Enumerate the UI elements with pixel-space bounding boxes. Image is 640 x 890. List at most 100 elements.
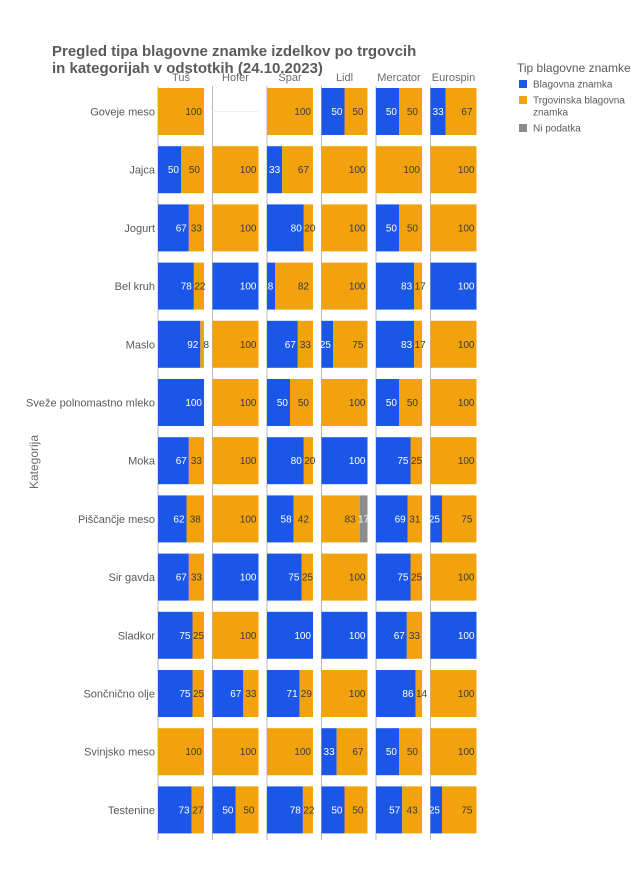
bar-segment-blagovna [158, 786, 192, 834]
data-label: 20 [304, 223, 316, 234]
data-label: 50 [331, 805, 343, 816]
category-label: Jogurt [124, 223, 155, 235]
bar-segment-blagovna [158, 670, 193, 717]
bar-segment-blagovna [376, 88, 399, 135]
data-label: 20 [304, 456, 316, 467]
bar-segment-trgovinska [321, 146, 368, 194]
bar-segment-trgovinska [235, 786, 259, 834]
bar-segment-blagovna [430, 786, 442, 834]
bar-segment-blagovna [158, 204, 189, 252]
data-label: 67 [394, 631, 406, 642]
data-label: 18 [262, 282, 274, 293]
data-label: 67 [230, 689, 242, 700]
bar-segment-blagovna [376, 786, 403, 834]
bar-segment-blagovna [321, 88, 345, 135]
bar-segment-trgovinska [430, 553, 477, 601]
bar-segment-blagovna [267, 495, 294, 543]
data-label: 100 [185, 747, 202, 758]
data-label: 100 [349, 398, 366, 409]
data-label: 50 [352, 107, 364, 118]
data-label: 33 [300, 340, 312, 351]
category-label: Maslo [126, 339, 155, 351]
bar-segment-trgovinska [399, 728, 422, 776]
bar-segment-trgovinska [430, 728, 477, 776]
data-label: 83 [401, 282, 413, 293]
legend-entry-label: Blagovna znamka [533, 80, 613, 91]
data-label: 50 [407, 747, 419, 758]
data-label: 100 [458, 456, 475, 467]
bar-segment-blagovna [158, 320, 201, 368]
data-label: 100 [349, 223, 366, 234]
bar-segment-trgovinska [430, 670, 477, 717]
bar-segment-trgovinska [376, 146, 422, 194]
category-label: Jajca [129, 165, 156, 177]
data-label: 75 [288, 573, 300, 584]
data-label: 100 [240, 223, 257, 234]
data-label: 17 [415, 282, 427, 293]
legend-entry-label: Ni podatka [533, 124, 581, 135]
data-label: 25 [320, 340, 332, 351]
data-label: 75 [179, 689, 191, 700]
bar-segment-blagovna [376, 728, 399, 776]
data-label: 50 [298, 398, 310, 409]
bar-segment-trgovinska [212, 437, 259, 485]
store-label: Tuš [172, 72, 190, 84]
category-label: Svinjsko meso [84, 747, 155, 759]
bar-segment-trgovinska [399, 88, 422, 135]
bar-segment-trgovinska [200, 320, 204, 368]
legend-swatch-ni_podatka [519, 124, 527, 132]
bar-segment-blagovna [376, 437, 411, 485]
data-label: 67 [298, 165, 310, 176]
data-label: 50 [222, 805, 234, 816]
bar-segment-blagovna [376, 262, 415, 310]
data-label: 75 [461, 514, 473, 525]
bar-segment-blagovna [267, 670, 300, 717]
bar-segment-trgovinska [321, 553, 368, 601]
bar-segment-trgovinska [442, 786, 477, 834]
data-label: 86 [402, 689, 414, 700]
bar-segment-trgovinska [301, 553, 313, 601]
data-label: 29 [301, 689, 313, 700]
data-label: 25 [193, 689, 205, 700]
category-label: Sveže polnomastno mleko [26, 398, 155, 410]
data-label: 50 [407, 107, 419, 118]
store-label: Hofer [222, 72, 249, 84]
data-label: 67 [176, 456, 188, 467]
bar-segment-trgovinska [336, 728, 368, 776]
bar-segment-trgovinska [191, 786, 204, 834]
data-label: 67 [285, 340, 297, 351]
bar-segment-trgovinska [158, 728, 204, 776]
data-label: 58 [281, 514, 293, 525]
data-label: 100 [349, 456, 366, 467]
bar-segment-trgovinska [282, 146, 313, 194]
data-label: 100 [240, 398, 257, 409]
bar-segment-trgovinska [430, 437, 477, 485]
bar-segment-blagovna [158, 146, 181, 194]
bar-segment-blagovna [212, 553, 259, 601]
bar-segment-trgovinska [302, 786, 313, 834]
bar-segment-trgovinska [407, 495, 422, 543]
bar-segment-blagovna [267, 786, 303, 834]
data-label: 100 [349, 165, 366, 176]
bar-segment-blagovna [158, 262, 194, 310]
bar-segment-trgovinska [212, 379, 259, 426]
bar-segment-blagovna [376, 320, 415, 368]
bar-segment-blagovna [430, 495, 442, 543]
bar-segment-blagovna [267, 262, 276, 310]
bar-segment-blagovna [376, 495, 408, 543]
data-label: 25 [302, 573, 314, 584]
data-label: 100 [185, 398, 202, 409]
bar-segment-trgovinska [442, 495, 477, 543]
data-label: 25 [411, 573, 423, 584]
data-label: 75 [461, 805, 473, 816]
data-label: 71 [287, 689, 299, 700]
category-label: Piščančje meso [78, 514, 155, 526]
bar-segment-trgovinska [188, 553, 204, 601]
bar-segment-trgovinska [399, 204, 422, 252]
data-label: 83 [345, 514, 357, 525]
data-label: 100 [458, 573, 475, 584]
data-label: 73 [178, 805, 190, 816]
bar-segment-trgovinska [415, 670, 422, 717]
data-label: 8 [204, 340, 210, 351]
bar-segment-trgovinska [297, 320, 313, 368]
